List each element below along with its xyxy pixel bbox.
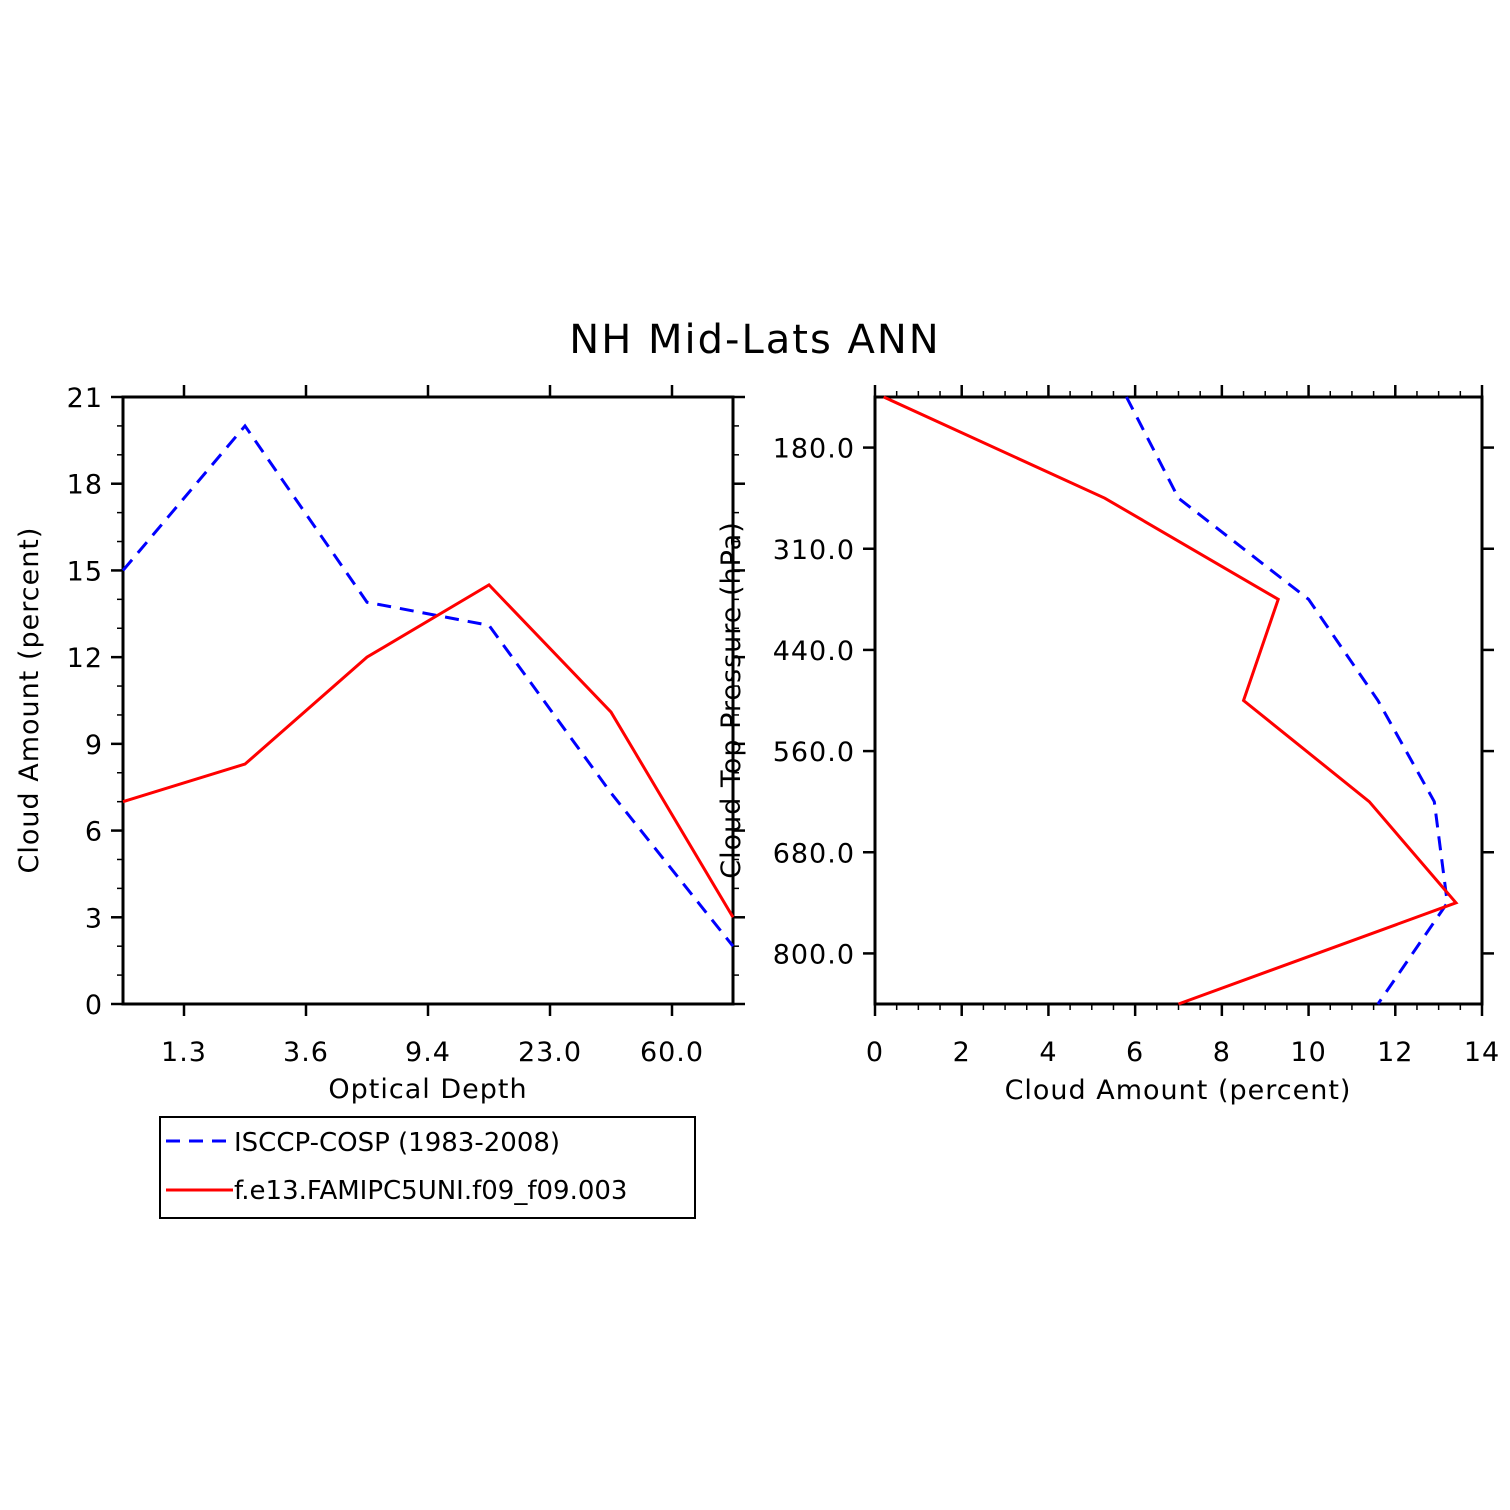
left-x-axis-label: Optical Depth	[328, 1074, 527, 1105]
right-y-tick-label: 310.0	[773, 535, 855, 566]
right-x-tick-label: 14	[1464, 1037, 1500, 1068]
legend-label-obs: ISCCP-COSP (1983-2008)	[234, 1128, 560, 1158]
left-axes: 0 3 6 9 12 15 18 21 1.3 3.6 9.4 23.0 60.0	[67, 383, 745, 1068]
right-y-axis-label: Cloud Top Pressure (hPa)	[716, 521, 747, 879]
right-panel: 0 2 4 6 8 10 12 14 180.0 310.0 440.0 560.0 680.0 800.…	[716, 385, 1500, 1106]
left-y-tick-label: 21	[67, 383, 103, 414]
figure-title: NH Mid-Lats ANN	[569, 317, 940, 363]
left-y-axis-label: Cloud Amount (percent)	[14, 527, 45, 874]
legend-label-model: f.e13.FAMIPC5UNI.f09_f09.003	[234, 1176, 627, 1206]
left-y-tick-label: 3	[85, 903, 103, 934]
legend: ISCCP-COSP (1983-2008) f.e13.FAMIPC5UNI.…	[159, 1116, 696, 1219]
left-series-model	[122, 582, 735, 919]
right-plot-frame	[873, 395, 1484, 1006]
left-y-tick-label: 9	[85, 730, 103, 761]
left-x-tick-label: 60.0	[640, 1037, 704, 1068]
right-x-tick-label: 2	[953, 1037, 971, 1068]
left-x-tick-label: 1.3	[161, 1037, 207, 1068]
right-x-axis-label: Cloud Amount (percent)	[1005, 1075, 1352, 1106]
left-panel: 0 3 6 9 12 15 18 21 1.3 3.6 9.4 23.0 60.0 Optical De…	[14, 383, 745, 1105]
left-y-tick-label: 15	[67, 556, 103, 587]
left-x-tick-label: 3.6	[283, 1037, 329, 1068]
left-y-tick-label: 12	[67, 643, 103, 674]
left-x-tick-label: 23.0	[518, 1037, 582, 1068]
right-series-model	[883, 395, 1459, 1006]
right-x-tick-label: 8	[1213, 1037, 1231, 1068]
right-x-tick-label: 4	[1039, 1037, 1057, 1068]
right-axes: 0 2 4 6 8 10 12 14 180.0 310.0 440.0 560.0 680.0 800.…	[773, 385, 1500, 1068]
left-series	[121, 423, 735, 948]
left-plot-frame	[121, 395, 735, 1006]
left-x-tick-label: 9.4	[405, 1037, 451, 1068]
left-y-tick-label: 18	[67, 470, 103, 501]
right-y-tick-label: 680.0	[773, 838, 855, 869]
right-y-tick-label: 180.0	[773, 434, 855, 465]
left-series-obs	[121, 423, 735, 948]
right-x-tick-label: 6	[1126, 1037, 1144, 1068]
right-series	[883, 395, 1459, 1006]
right-y-tick-label: 560.0	[773, 737, 855, 768]
right-x-tick-label: 12	[1377, 1037, 1413, 1068]
right-x-tick-label: 0	[866, 1037, 884, 1068]
right-y-tick-label: 800.0	[773, 939, 855, 970]
right-series-obs	[1125, 396, 1449, 1005]
right-y-tick-label: 440.0	[773, 636, 855, 667]
legend-box	[159, 1116, 696, 1219]
right-x-tick-label: 10	[1290, 1037, 1326, 1068]
left-y-tick-label: 6	[85, 817, 103, 848]
left-y-tick-label: 0	[85, 990, 103, 1021]
